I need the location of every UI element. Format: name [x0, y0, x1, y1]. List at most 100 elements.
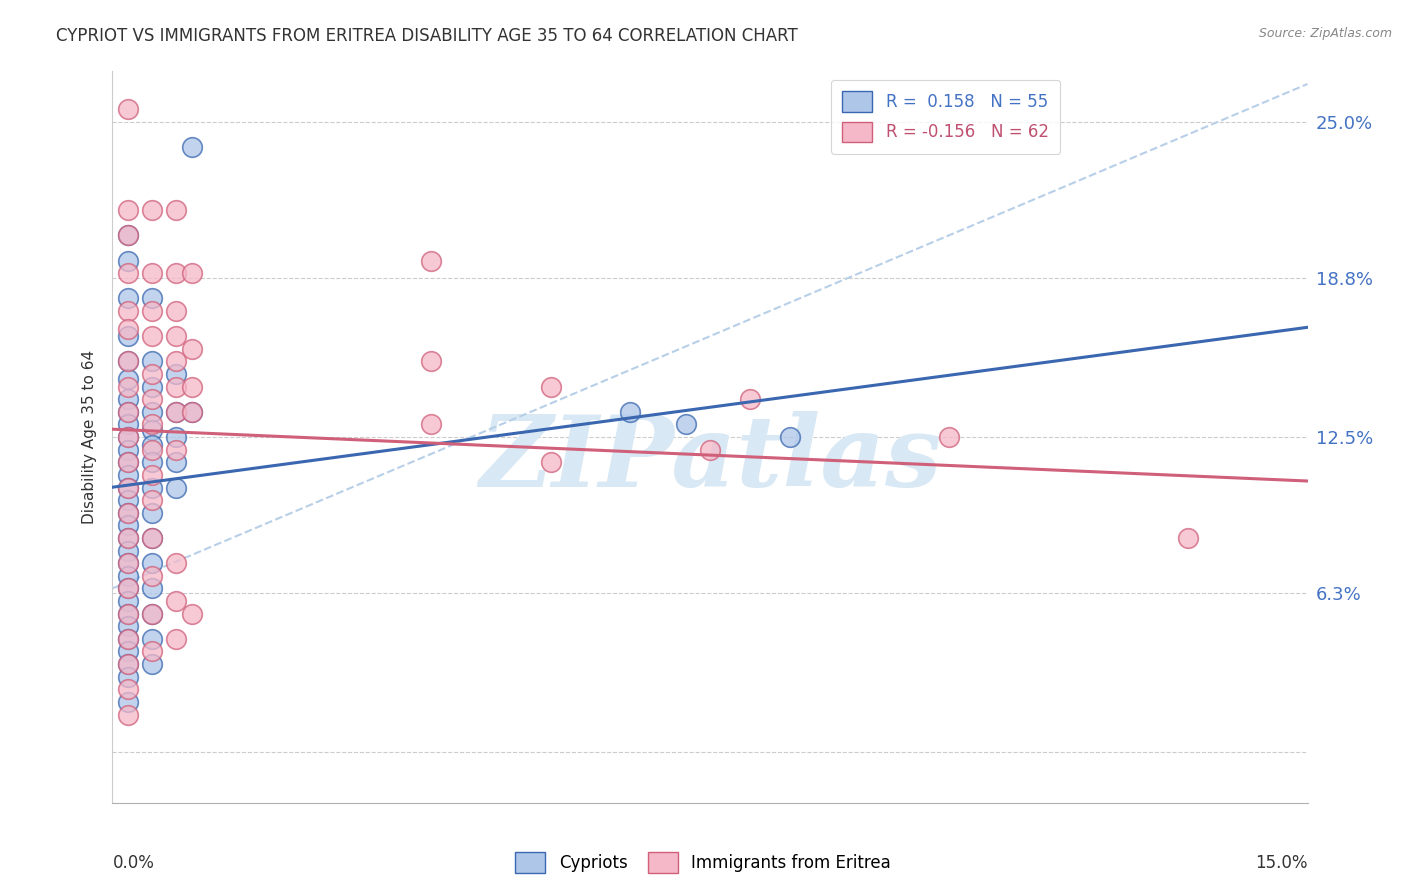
Point: [117, 518, 139, 533]
Point: [141, 379, 163, 393]
Point: [117, 392, 139, 407]
Point: [117, 607, 139, 621]
Point: [141, 607, 163, 621]
Point: [141, 582, 163, 596]
Point: [141, 481, 163, 495]
Point: [165, 266, 187, 280]
Point: [699, 442, 721, 457]
Point: [141, 291, 163, 305]
Point: [117, 670, 139, 684]
Point: [181, 266, 204, 280]
Text: Source: ZipAtlas.com: Source: ZipAtlas.com: [1258, 27, 1392, 40]
Point: [675, 417, 697, 432]
Point: [117, 657, 139, 671]
Point: [141, 266, 163, 280]
Point: [117, 329, 139, 343]
Point: [117, 632, 139, 646]
Text: ZIPatlas: ZIPatlas: [479, 411, 941, 508]
Point: [117, 556, 139, 570]
Point: [117, 321, 139, 335]
Point: [117, 506, 139, 520]
Point: [141, 657, 163, 671]
Point: [141, 423, 163, 437]
Point: [141, 632, 163, 646]
Point: [117, 481, 139, 495]
Point: [165, 442, 187, 457]
Point: [117, 354, 139, 368]
Point: [165, 405, 187, 419]
Point: [117, 531, 139, 545]
Point: [117, 228, 139, 243]
Point: [141, 304, 163, 318]
Point: [117, 556, 139, 570]
Point: [420, 417, 443, 432]
Point: [165, 430, 187, 444]
Point: [540, 379, 562, 393]
Point: [165, 632, 187, 646]
Point: [117, 372, 139, 386]
Point: [141, 455, 163, 469]
Point: [117, 594, 139, 608]
Point: [141, 493, 163, 508]
Point: [117, 405, 139, 419]
Point: [117, 582, 139, 596]
Point: [141, 392, 163, 407]
Legend: Cypriots, Immigrants from Eritrea: Cypriots, Immigrants from Eritrea: [509, 846, 897, 880]
Point: [540, 455, 562, 469]
Point: [165, 379, 187, 393]
Point: [117, 481, 139, 495]
Point: [117, 632, 139, 646]
Point: [117, 430, 139, 444]
Point: [117, 543, 139, 558]
Point: [117, 695, 139, 709]
Point: [117, 442, 139, 457]
Point: [117, 607, 139, 621]
Y-axis label: Disability Age 35 to 64: Disability Age 35 to 64: [82, 350, 97, 524]
Point: [117, 291, 139, 305]
Point: [141, 506, 163, 520]
Point: [117, 493, 139, 508]
Point: [117, 467, 139, 482]
Point: [117, 354, 139, 368]
Point: [117, 707, 139, 722]
Point: [165, 481, 187, 495]
Point: [420, 253, 443, 268]
Point: [117, 203, 139, 218]
Point: [117, 417, 139, 432]
Point: [181, 140, 204, 154]
Point: [738, 392, 761, 407]
Point: [117, 619, 139, 633]
Point: [117, 228, 139, 243]
Point: [141, 531, 163, 545]
Point: [181, 379, 204, 393]
Point: [165, 405, 187, 419]
Point: [181, 342, 204, 356]
Point: [117, 455, 139, 469]
Point: [141, 367, 163, 381]
Point: [117, 531, 139, 545]
Point: [141, 607, 163, 621]
Point: [181, 405, 204, 419]
Point: [117, 582, 139, 596]
Point: [141, 556, 163, 570]
Point: [117, 405, 139, 419]
Point: [165, 329, 187, 343]
Point: [117, 102, 139, 116]
Point: [141, 417, 163, 432]
Point: [1177, 531, 1199, 545]
Point: [619, 405, 641, 419]
Point: [165, 556, 187, 570]
Point: [165, 594, 187, 608]
Point: [165, 304, 187, 318]
Point: [141, 437, 163, 451]
Point: [141, 405, 163, 419]
Text: 15.0%: 15.0%: [1256, 854, 1308, 872]
Point: [141, 329, 163, 343]
Point: [165, 354, 187, 368]
Point: [117, 455, 139, 469]
Text: 0.0%: 0.0%: [112, 854, 155, 872]
Point: [779, 430, 801, 444]
Point: [141, 467, 163, 482]
Point: [938, 430, 960, 444]
Point: [141, 354, 163, 368]
